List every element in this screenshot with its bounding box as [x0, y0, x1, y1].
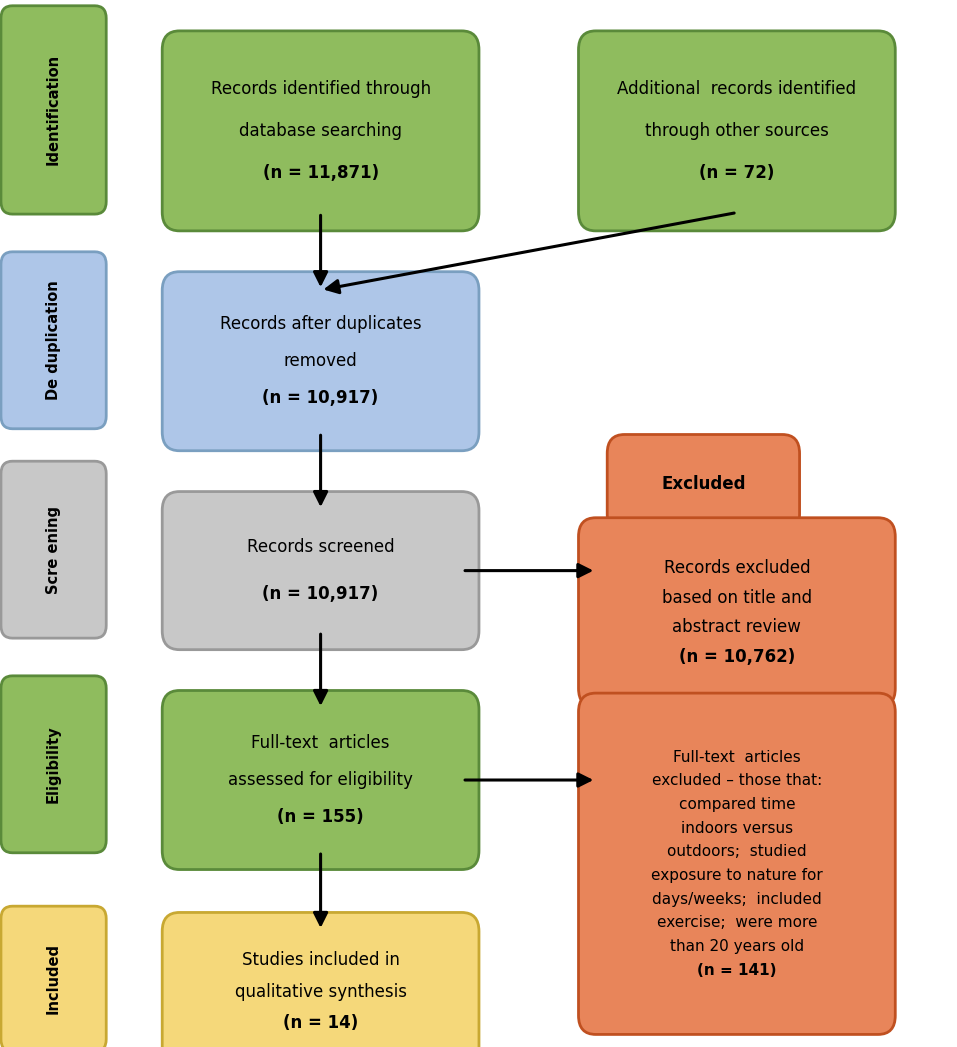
Text: Eligibility: Eligibility — [46, 726, 61, 803]
FancyBboxPatch shape — [579, 518, 896, 708]
FancyBboxPatch shape — [579, 693, 896, 1034]
FancyBboxPatch shape — [163, 912, 478, 1047]
Text: (n = 10,917): (n = 10,917) — [262, 389, 379, 407]
FancyBboxPatch shape — [579, 31, 896, 231]
FancyBboxPatch shape — [1, 6, 106, 215]
Text: database searching: database searching — [239, 121, 402, 140]
Text: (n = 72): (n = 72) — [700, 164, 774, 182]
Text: than 20 years old: than 20 years old — [670, 939, 804, 954]
Text: days/weeks;  included: days/weeks; included — [652, 892, 822, 907]
Text: (n = 141): (n = 141) — [697, 963, 777, 978]
Text: Full-text  articles: Full-text articles — [673, 750, 801, 764]
Text: through other sources: through other sources — [645, 121, 829, 140]
Text: Scre ening: Scre ening — [46, 506, 61, 594]
Text: (n = 10,762): (n = 10,762) — [679, 648, 795, 666]
Text: indoors versus: indoors versus — [680, 821, 793, 836]
FancyBboxPatch shape — [1, 676, 106, 852]
Text: excluded – those that:: excluded – those that: — [652, 774, 822, 788]
FancyBboxPatch shape — [1, 252, 106, 429]
FancyBboxPatch shape — [163, 492, 478, 649]
Text: Records after duplicates: Records after duplicates — [220, 315, 421, 333]
Text: Included: Included — [46, 943, 61, 1015]
Text: abstract review: abstract review — [673, 619, 801, 637]
Text: assessed for eligibility: assessed for eligibility — [228, 771, 413, 789]
FancyBboxPatch shape — [1, 462, 106, 639]
Text: outdoors;  studied: outdoors; studied — [667, 845, 807, 860]
Text: (n = 155): (n = 155) — [278, 808, 364, 826]
Text: (n = 10,917): (n = 10,917) — [262, 585, 379, 603]
Text: Records identified through: Records identified through — [211, 80, 431, 97]
Text: qualitative synthesis: qualitative synthesis — [234, 982, 407, 1001]
Text: compared time: compared time — [679, 797, 795, 812]
Text: exercise;  were more: exercise; were more — [657, 915, 817, 931]
Text: (n = 14): (n = 14) — [283, 1013, 358, 1031]
FancyBboxPatch shape — [163, 31, 478, 231]
Text: Excluded: Excluded — [661, 474, 746, 493]
FancyBboxPatch shape — [163, 271, 478, 451]
FancyBboxPatch shape — [163, 691, 478, 869]
FancyBboxPatch shape — [1, 906, 106, 1047]
Text: De duplication: De duplication — [46, 281, 61, 400]
Text: (n = 11,871): (n = 11,871) — [262, 164, 379, 182]
Text: Full-text  articles: Full-text articles — [252, 734, 389, 752]
Text: Identification: Identification — [46, 54, 61, 165]
Text: Studies included in: Studies included in — [242, 952, 399, 970]
FancyBboxPatch shape — [608, 435, 800, 533]
Text: Records screened: Records screened — [247, 538, 394, 556]
Text: Additional  records identified: Additional records identified — [617, 80, 857, 97]
Text: based on title and: based on title and — [662, 588, 812, 606]
Text: Records excluded: Records excluded — [663, 559, 811, 577]
Text: exposure to nature for: exposure to nature for — [651, 868, 823, 883]
Text: removed: removed — [283, 352, 358, 371]
